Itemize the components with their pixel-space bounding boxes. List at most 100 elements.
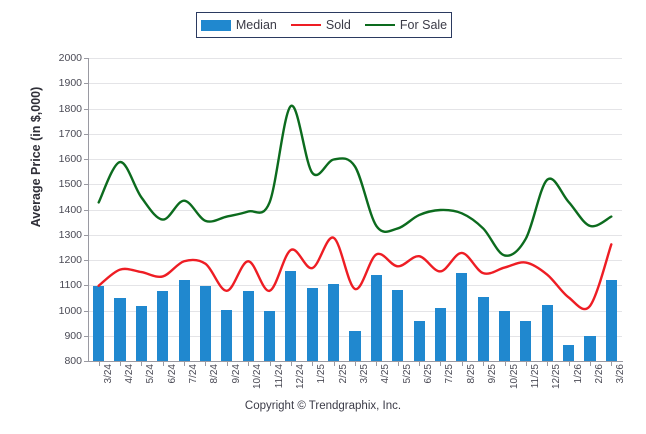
legend-swatch-bar-icon — [200, 19, 231, 31]
bar-median-8-24[interactable] — [199, 285, 212, 361]
y-axis-tick-label: 1300 — [58, 228, 82, 241]
bar-median-2-25[interactable] — [328, 283, 340, 361]
legend-item-sold[interactable]: Sold — [290, 18, 351, 32]
x-axis-tick-label: 6/25 — [423, 364, 435, 384]
bar-median-3-25[interactable] — [349, 331, 361, 361]
bar-median-1-26[interactable] — [563, 345, 575, 361]
bar-median-8-25[interactable] — [456, 273, 468, 361]
y-tick — [84, 260, 89, 261]
chart-legend: Median Sold For Sale — [196, 12, 452, 38]
x-axis-tick-label: 7/25 — [444, 364, 456, 384]
legend-item-label: Sold — [325, 18, 351, 32]
bar-median-5-25[interactable] — [392, 289, 404, 361]
bar-median-6-24[interactable] — [157, 290, 169, 361]
bar-median-10-25[interactable] — [498, 311, 511, 361]
bar-median-6-25[interactable] — [413, 321, 425, 361]
y-tick — [84, 310, 89, 312]
y-tick — [84, 209, 89, 211]
x-tick — [376, 362, 378, 366]
x-tick — [226, 362, 228, 366]
gridline — [88, 108, 622, 110]
bar-median-7-25[interactable] — [434, 308, 446, 361]
bar-median-4-24[interactable] — [114, 298, 126, 361]
y-axis-tick-label: 1500 — [58, 178, 82, 191]
x-axis-tick-label: 9/25 — [487, 364, 499, 384]
x-tick — [120, 362, 122, 366]
y-tick — [84, 361, 89, 362]
gridline — [88, 159, 622, 160]
x-axis-tick-label: 3/26 — [615, 364, 627, 384]
gridline — [88, 58, 622, 59]
x-axis-tick-label: 3/24 — [102, 364, 114, 384]
y-axis-title: Average Price (in $,000) — [29, 86, 43, 228]
x-axis-tick-label: 12/24 — [294, 364, 306, 390]
x-tick — [141, 362, 143, 366]
y-tick — [84, 234, 89, 236]
x-tick — [184, 362, 186, 366]
bar-median-12-25[interactable] — [541, 304, 553, 361]
bar-median-10-24[interactable] — [242, 290, 254, 361]
x-tick — [419, 362, 421, 366]
y-axis-tick-label: 1600 — [58, 153, 82, 165]
x-axis-labels: 3/24 4/24 5/24 6/24 7/24 8/24 9/24 10/24 11/24 12… — [88, 364, 627, 400]
x-axis-tick-label: 5/24 — [145, 364, 157, 384]
x-tick — [162, 362, 164, 366]
x-tick — [312, 362, 314, 366]
y-axis-labels: 800 900 1000 1100 1200 1300 1400 1500 1600 1700 18… — [22, 52, 82, 367]
x-tick — [525, 362, 527, 366]
y-tick — [84, 159, 89, 160]
x-tick — [440, 362, 442, 366]
bar-median-3-26[interactable] — [605, 279, 617, 361]
x-axis-tick-label: 11/25 — [529, 364, 541, 389]
x-tick — [333, 362, 335, 366]
x-axis-tick-label: 3/25 — [359, 364, 370, 384]
x-tick — [98, 362, 100, 366]
bar-median-1-25[interactable] — [306, 288, 318, 361]
bar-median-9-24[interactable] — [221, 309, 233, 361]
gridline — [88, 260, 622, 261]
bar-median-5-24[interactable] — [135, 305, 147, 361]
y-tick — [84, 335, 89, 337]
bar-median-3-24[interactable] — [93, 285, 105, 361]
x-tick — [397, 362, 399, 366]
y-tick — [84, 184, 89, 186]
y-axis-tick-label: 1100 — [59, 279, 82, 292]
gridline — [88, 83, 622, 85]
x-tick — [568, 362, 570, 366]
x-axis-tick-label: 8/25 — [465, 364, 477, 384]
x-tick — [504, 362, 506, 366]
x-axis-tick-label: 4/25 — [380, 364, 392, 384]
y-tick — [84, 108, 89, 110]
gridline — [88, 310, 622, 312]
legend-item-label: Median — [235, 18, 277, 32]
x-axis-tick-label: 5/25 — [401, 364, 413, 384]
line-series-sold — [97, 236, 613, 311]
y-axis-tick-label: 1800 — [58, 102, 82, 115]
y-axis-tick-label: 2000 — [58, 52, 82, 64]
legend-item-median[interactable]: Median — [200, 18, 277, 32]
bar-median-7-24[interactable] — [178, 280, 190, 361]
bar-median-4-25[interactable] — [370, 275, 382, 361]
x-axis-tick-label: 7/24 — [188, 364, 200, 384]
y-axis-tick-label: 1700 — [58, 127, 82, 140]
x-axis-tick-label: 8/24 — [209, 364, 221, 384]
bar-median-9-25[interactable] — [477, 297, 489, 361]
x-tick — [461, 362, 463, 366]
legend-swatch-line-icon — [364, 24, 395, 26]
x-axis-tick-label: 11/24 — [273, 364, 285, 389]
x-axis-tick-label: 6/24 — [166, 364, 178, 384]
x-tick — [547, 362, 549, 366]
bar-median-11-24[interactable] — [264, 311, 276, 361]
legend-item-for-sale[interactable]: For Sale — [364, 18, 448, 32]
bar-median-12-24[interactable] — [285, 270, 297, 361]
bar-median-11-25[interactable] — [520, 321, 532, 361]
bar-median-2-26[interactable] — [584, 336, 596, 361]
plot-area — [88, 58, 622, 361]
x-tick — [355, 362, 356, 366]
y-axis-tick-label: 1400 — [58, 203, 82, 216]
y-axis-tick-label: 1900 — [58, 77, 82, 90]
legend-item-label: For Sale — [399, 18, 448, 32]
x-axis-tick-label: 2/26 — [593, 364, 605, 384]
x-axis-tick-label: 4/24 — [124, 364, 136, 384]
y-axis-tick-label: 1000 — [58, 304, 82, 317]
